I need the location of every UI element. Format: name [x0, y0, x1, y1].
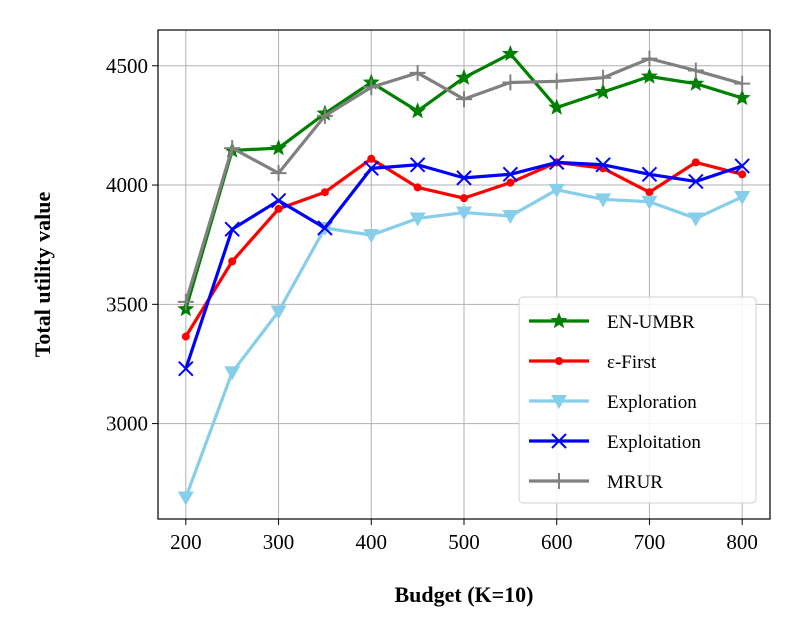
- data-point: [687, 62, 704, 79]
- legend-label: EN-UMBR: [607, 312, 695, 333]
- data-point: [413, 183, 422, 192]
- data-point: [409, 157, 426, 173]
- data-point: [363, 160, 379, 177]
- data-point: [274, 204, 283, 213]
- data-point: [317, 220, 333, 236]
- data-point: [645, 188, 654, 197]
- data-point: [270, 305, 287, 320]
- data-point: [363, 229, 380, 244]
- data-point: [595, 193, 612, 208]
- legend-frame: [518, 296, 757, 504]
- data-point: [733, 89, 751, 106]
- data-point: [594, 83, 612, 100]
- data-point: [455, 68, 473, 85]
- x-axis-label: Budget (K=10): [394, 582, 533, 607]
- y-tick-label: 4000: [106, 173, 148, 197]
- data-point: [456, 206, 472, 221]
- data-point: [548, 73, 565, 90]
- data-point: [224, 140, 241, 157]
- data-point: [691, 158, 700, 167]
- legend-marker: [550, 312, 568, 329]
- data-point: [363, 79, 380, 96]
- data-point: [595, 157, 611, 173]
- legend-marker: [555, 357, 563, 365]
- y-tick-label: 4500: [106, 54, 148, 78]
- legend-label: Exploration: [607, 392, 697, 413]
- data-point: [320, 188, 329, 197]
- data-point: [224, 221, 240, 237]
- data-point: [640, 67, 658, 84]
- x-tick-label: 500: [448, 530, 480, 554]
- x-tick-label: 600: [541, 530, 573, 554]
- data-point: [734, 75, 751, 92]
- axis-ticks: 200 300 400 500 600 700 800 3000 3500 4000 4500: [106, 54, 758, 554]
- data-point: [270, 139, 288, 156]
- data-point: [456, 170, 472, 186]
- data-point: [181, 332, 190, 341]
- x-tick-label: 300: [263, 530, 295, 554]
- data-point: [177, 491, 194, 506]
- data-point: [224, 366, 241, 381]
- y-axis-label: Total utility value: [30, 192, 55, 358]
- data-point: [178, 361, 194, 377]
- data-point: [501, 44, 519, 62]
- series-mrur: [177, 50, 751, 310]
- x-tick-label: 200: [170, 530, 202, 554]
- data-point: [367, 154, 376, 163]
- data-point: [734, 158, 750, 174]
- data-point: [177, 293, 194, 310]
- legend-marker: [551, 395, 567, 409]
- data-point: [734, 190, 751, 205]
- data-point: [502, 74, 519, 91]
- data-point: [316, 107, 333, 124]
- y-tick-label: 3500: [106, 292, 148, 316]
- data-point: [456, 91, 472, 108]
- data-point: [687, 74, 705, 91]
- data-point: [687, 212, 704, 227]
- legend-entry: ε-First: [529, 352, 657, 373]
- data-point: [502, 210, 519, 225]
- data-point: [549, 154, 565, 171]
- legend-entry: Exploration: [529, 392, 697, 413]
- x-tick-label: 800: [726, 530, 758, 554]
- data-point: [738, 170, 747, 179]
- legend-entry: Exploitation: [529, 432, 701, 453]
- data-point: [595, 69, 612, 86]
- legend-label: Exploitation: [607, 432, 701, 453]
- legend-entry: EN-UMBR: [529, 312, 695, 333]
- series-exploitation: [178, 154, 750, 377]
- data-point: [270, 192, 287, 209]
- data-point: [502, 166, 519, 183]
- legend-marker: [551, 433, 567, 449]
- data-point: [228, 257, 237, 266]
- data-point: [409, 212, 426, 227]
- legend-entry: MRUR: [529, 472, 663, 493]
- data-point: [460, 194, 468, 203]
- x-tick-label: 400: [356, 530, 388, 554]
- data-point: [506, 178, 515, 187]
- data-point: [270, 165, 287, 182]
- data-point: [641, 166, 658, 183]
- y-tick-label: 3000: [106, 412, 148, 436]
- data-point: [409, 102, 427, 119]
- legend-label: ε-First: [607, 352, 657, 373]
- data-point: [409, 64, 426, 81]
- series-group: [177, 44, 751, 506]
- data-point: [688, 173, 704, 190]
- data-point: [641, 195, 658, 210]
- data-point: [548, 98, 566, 115]
- legend: EN-UMBR ε-First Exploration Exploitation MRU…: [518, 296, 757, 504]
- legend-label: MRUR: [607, 472, 663, 493]
- data-point: [641, 50, 658, 67]
- x-tick-label: 700: [634, 530, 666, 554]
- grid: [158, 30, 770, 519]
- legend-marker: [551, 473, 567, 489]
- data-point: [548, 183, 565, 198]
